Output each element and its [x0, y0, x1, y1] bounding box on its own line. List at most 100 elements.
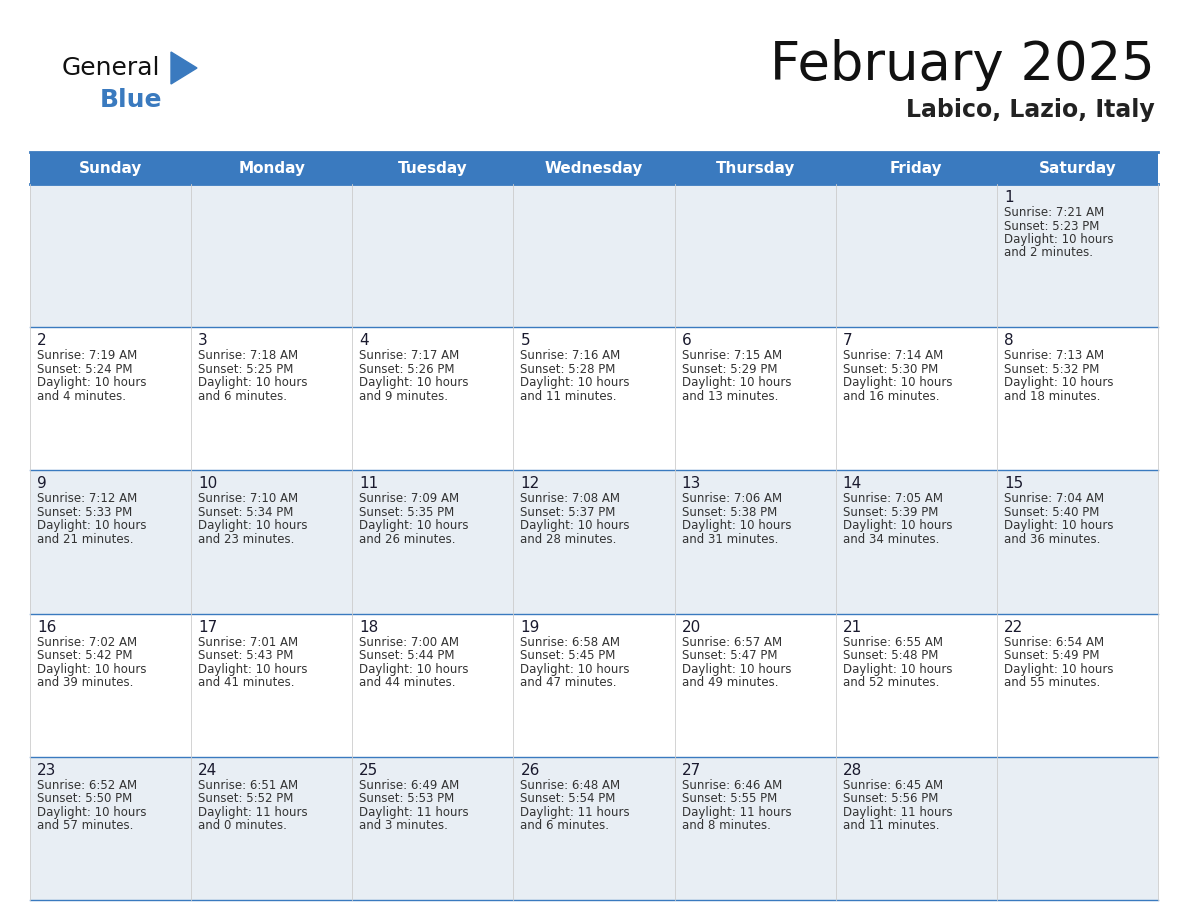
- Text: and 11 minutes.: and 11 minutes.: [520, 390, 617, 403]
- Text: Sunset: 5:48 PM: Sunset: 5:48 PM: [842, 649, 939, 662]
- Text: Daylight: 10 hours: Daylight: 10 hours: [37, 376, 146, 389]
- Text: Sunset: 5:38 PM: Sunset: 5:38 PM: [682, 506, 777, 519]
- Text: and 6 minutes.: and 6 minutes.: [198, 390, 287, 403]
- Text: Sunrise: 6:52 AM: Sunrise: 6:52 AM: [37, 778, 137, 792]
- Text: Sunrise: 6:49 AM: Sunrise: 6:49 AM: [359, 778, 460, 792]
- Text: and 49 minutes.: and 49 minutes.: [682, 676, 778, 689]
- Text: 11: 11: [359, 476, 379, 491]
- Text: 2: 2: [37, 333, 46, 348]
- Text: Daylight: 10 hours: Daylight: 10 hours: [520, 520, 630, 532]
- Text: and 18 minutes.: and 18 minutes.: [1004, 390, 1100, 403]
- Text: Daylight: 10 hours: Daylight: 10 hours: [1004, 233, 1113, 246]
- Text: Sunset: 5:25 PM: Sunset: 5:25 PM: [198, 363, 293, 375]
- Text: 12: 12: [520, 476, 539, 491]
- Text: Sunset: 5:53 PM: Sunset: 5:53 PM: [359, 792, 455, 805]
- Text: and 36 minutes.: and 36 minutes.: [1004, 533, 1100, 546]
- Text: 28: 28: [842, 763, 862, 778]
- Text: Sunset: 5:37 PM: Sunset: 5:37 PM: [520, 506, 615, 519]
- Text: Sunrise: 7:17 AM: Sunrise: 7:17 AM: [359, 349, 460, 363]
- Text: Daylight: 10 hours: Daylight: 10 hours: [1004, 520, 1113, 532]
- Text: Sunset: 5:42 PM: Sunset: 5:42 PM: [37, 649, 133, 662]
- Text: Sunset: 5:43 PM: Sunset: 5:43 PM: [198, 649, 293, 662]
- Text: and 2 minutes.: and 2 minutes.: [1004, 247, 1093, 260]
- Text: and 28 minutes.: and 28 minutes.: [520, 533, 617, 546]
- Text: Sunrise: 7:19 AM: Sunrise: 7:19 AM: [37, 349, 138, 363]
- Text: Sunset: 5:52 PM: Sunset: 5:52 PM: [198, 792, 293, 805]
- Text: and 31 minutes.: and 31 minutes.: [682, 533, 778, 546]
- Text: and 9 minutes.: and 9 minutes.: [359, 390, 448, 403]
- Text: Sunrise: 6:58 AM: Sunrise: 6:58 AM: [520, 635, 620, 649]
- Text: Daylight: 11 hours: Daylight: 11 hours: [198, 806, 308, 819]
- Bar: [30, 756, 1158, 900]
- Text: and 8 minutes.: and 8 minutes.: [682, 819, 771, 833]
- Bar: [30, 184, 1158, 327]
- Text: Sunrise: 6:51 AM: Sunrise: 6:51 AM: [198, 778, 298, 792]
- Text: and 16 minutes.: and 16 minutes.: [842, 390, 940, 403]
- Text: Sunrise: 6:54 AM: Sunrise: 6:54 AM: [1004, 635, 1104, 649]
- Text: Sunrise: 6:48 AM: Sunrise: 6:48 AM: [520, 778, 620, 792]
- Text: Sunset: 5:35 PM: Sunset: 5:35 PM: [359, 506, 455, 519]
- Text: Sunrise: 6:46 AM: Sunrise: 6:46 AM: [682, 778, 782, 792]
- Text: Daylight: 10 hours: Daylight: 10 hours: [198, 376, 308, 389]
- Text: and 11 minutes.: and 11 minutes.: [842, 819, 940, 833]
- Text: Blue: Blue: [100, 88, 163, 112]
- Text: Daylight: 10 hours: Daylight: 10 hours: [682, 663, 791, 676]
- Text: Sunset: 5:24 PM: Sunset: 5:24 PM: [37, 363, 133, 375]
- Text: and 57 minutes.: and 57 minutes.: [37, 819, 133, 833]
- Text: 3: 3: [198, 333, 208, 348]
- Text: Sunrise: 7:10 AM: Sunrise: 7:10 AM: [198, 492, 298, 506]
- Text: Tuesday: Tuesday: [398, 161, 468, 175]
- Text: and 13 minutes.: and 13 minutes.: [682, 390, 778, 403]
- Text: Sunrise: 7:14 AM: Sunrise: 7:14 AM: [842, 349, 943, 363]
- Text: Sunset: 5:50 PM: Sunset: 5:50 PM: [37, 792, 132, 805]
- Text: Sunrise: 7:18 AM: Sunrise: 7:18 AM: [198, 349, 298, 363]
- Text: Labico, Lazio, Italy: Labico, Lazio, Italy: [906, 98, 1155, 122]
- Text: 10: 10: [198, 476, 217, 491]
- Text: 17: 17: [198, 620, 217, 634]
- Text: 7: 7: [842, 333, 852, 348]
- Text: and 55 minutes.: and 55 minutes.: [1004, 676, 1100, 689]
- Text: 5: 5: [520, 333, 530, 348]
- Polygon shape: [171, 52, 197, 84]
- Text: and 41 minutes.: and 41 minutes.: [198, 676, 295, 689]
- Text: Daylight: 10 hours: Daylight: 10 hours: [37, 520, 146, 532]
- Text: Daylight: 10 hours: Daylight: 10 hours: [1004, 376, 1113, 389]
- Text: 1: 1: [1004, 190, 1013, 205]
- Text: Sunrise: 7:05 AM: Sunrise: 7:05 AM: [842, 492, 943, 506]
- Text: 26: 26: [520, 763, 539, 778]
- Text: Daylight: 11 hours: Daylight: 11 hours: [359, 806, 469, 819]
- Text: and 0 minutes.: and 0 minutes.: [198, 819, 287, 833]
- Text: Sunset: 5:54 PM: Sunset: 5:54 PM: [520, 792, 615, 805]
- Text: 19: 19: [520, 620, 539, 634]
- Text: Sunrise: 6:57 AM: Sunrise: 6:57 AM: [682, 635, 782, 649]
- Text: 22: 22: [1004, 620, 1023, 634]
- Bar: [30, 613, 1158, 756]
- Text: 23: 23: [37, 763, 56, 778]
- Text: Daylight: 11 hours: Daylight: 11 hours: [682, 806, 791, 819]
- Text: and 4 minutes.: and 4 minutes.: [37, 390, 126, 403]
- Text: Daylight: 10 hours: Daylight: 10 hours: [359, 376, 469, 389]
- Text: Sunset: 5:28 PM: Sunset: 5:28 PM: [520, 363, 615, 375]
- Text: Sunset: 5:26 PM: Sunset: 5:26 PM: [359, 363, 455, 375]
- Bar: [30, 152, 1158, 184]
- Text: Monday: Monday: [239, 161, 305, 175]
- Text: 8: 8: [1004, 333, 1013, 348]
- Text: Sunset: 5:23 PM: Sunset: 5:23 PM: [1004, 219, 1099, 232]
- Text: Daylight: 10 hours: Daylight: 10 hours: [359, 663, 469, 676]
- Text: and 52 minutes.: and 52 minutes.: [842, 676, 939, 689]
- Text: and 34 minutes.: and 34 minutes.: [842, 533, 939, 546]
- Text: Sunrise: 7:15 AM: Sunrise: 7:15 AM: [682, 349, 782, 363]
- Text: 20: 20: [682, 620, 701, 634]
- Bar: [30, 470, 1158, 613]
- Text: Sunrise: 7:02 AM: Sunrise: 7:02 AM: [37, 635, 137, 649]
- Text: 14: 14: [842, 476, 862, 491]
- Text: Sunrise: 6:55 AM: Sunrise: 6:55 AM: [842, 635, 943, 649]
- Text: 27: 27: [682, 763, 701, 778]
- Text: Sunset: 5:55 PM: Sunset: 5:55 PM: [682, 792, 777, 805]
- Text: Daylight: 10 hours: Daylight: 10 hours: [520, 376, 630, 389]
- Text: Daylight: 10 hours: Daylight: 10 hours: [198, 520, 308, 532]
- Text: Sunset: 5:45 PM: Sunset: 5:45 PM: [520, 649, 615, 662]
- Text: Daylight: 10 hours: Daylight: 10 hours: [842, 663, 953, 676]
- Text: February 2025: February 2025: [770, 39, 1155, 91]
- Text: 16: 16: [37, 620, 56, 634]
